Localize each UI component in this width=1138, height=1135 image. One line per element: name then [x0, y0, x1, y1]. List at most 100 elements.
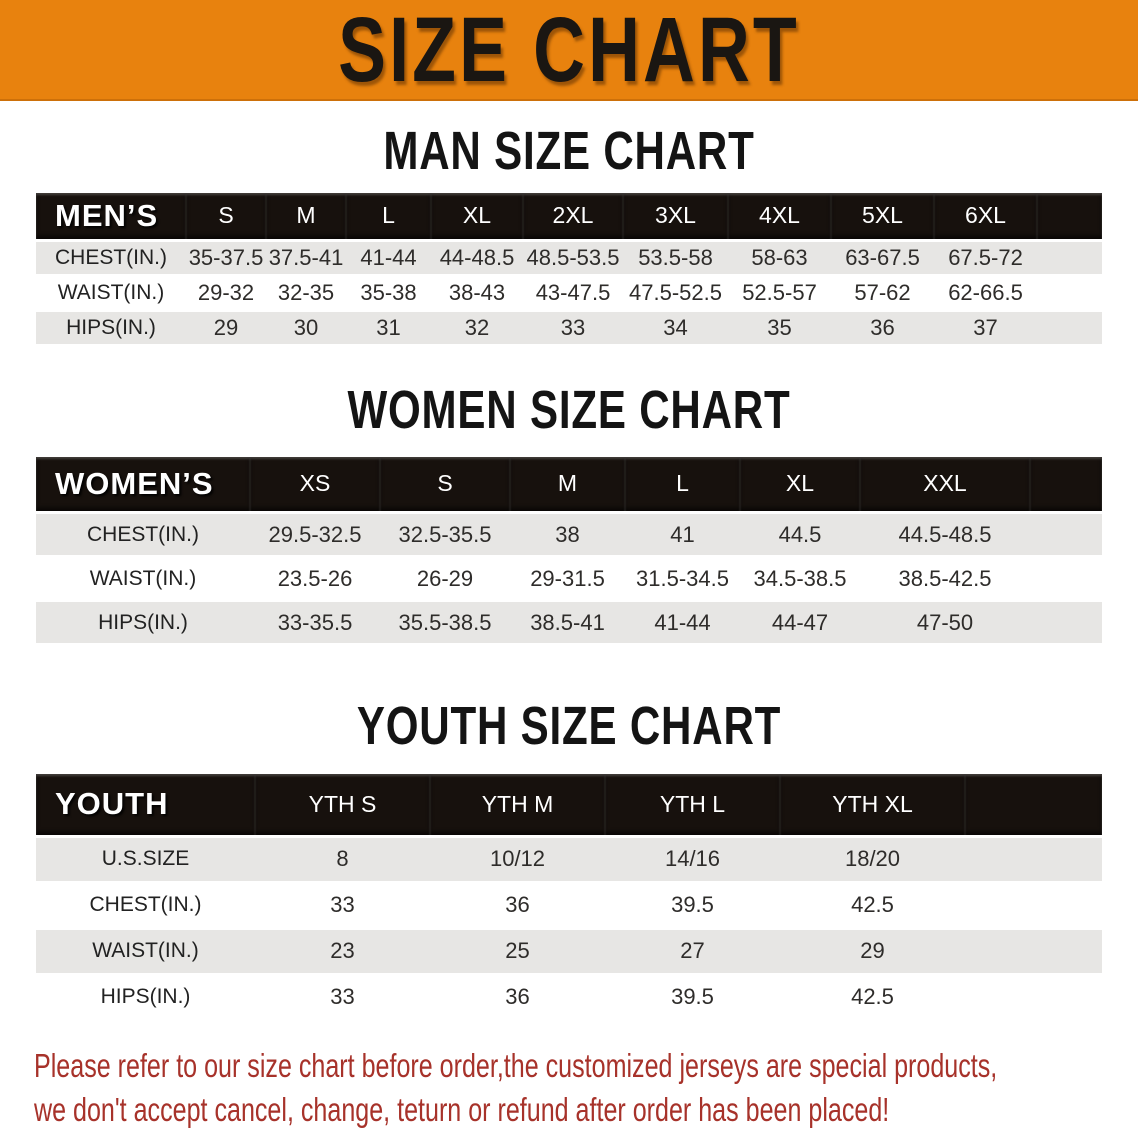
row-label: CHEST(IN.)	[36, 512, 250, 558]
column-header: XS	[250, 456, 380, 514]
table-row: HIPS(IN.) 29 30 31 32 33 34 35 36 37	[36, 310, 1102, 347]
size-value-cell: 47-50	[860, 600, 1030, 646]
size-value-cell: 44.5-48.5	[860, 512, 1030, 558]
table-row: WAIST(IN.) 29-32 32-35 35-38 38-43 43-47.5 47.…	[36, 275, 1102, 312]
chart-sections: MAN SIZE CHART MEN’S S M L XL 2XL 3XL 4XL 5XL 6XL C…	[0, 124, 1138, 1022]
size-value-cell: 44-47	[740, 600, 860, 646]
size-value-cell: 53.5-58	[623, 240, 728, 277]
column-header: YTH S	[255, 774, 430, 838]
size-value-cell: 25	[430, 928, 605, 976]
column-header: 6XL	[934, 193, 1037, 242]
size-value-cell: 32-35	[266, 275, 346, 312]
size-value-cell: 44.5	[740, 512, 860, 558]
size-value-cell: 18/20	[780, 836, 965, 884]
size-value-cell: 39.5	[605, 882, 780, 930]
size-value-cell: 58-63	[728, 240, 831, 277]
size-value-cell: 62-66.5	[934, 275, 1037, 312]
size-value-cell: 29.5-32.5	[250, 512, 380, 558]
row-label: CHEST(IN.)	[36, 882, 255, 930]
size-value-cell: 39.5	[605, 974, 780, 1022]
table-row: WAIST(IN.) 23.5-26 26-29 29-31.5 31.5-34.5 34…	[36, 556, 1102, 602]
empty-cell	[1037, 310, 1102, 347]
column-header: 5XL	[831, 193, 934, 242]
size-value-cell: 35.5-38.5	[380, 600, 510, 646]
empty-cell	[965, 928, 1102, 976]
size-value-cell: 41	[625, 512, 740, 558]
size-value-cell: 43-47.5	[523, 275, 623, 312]
size-value-cell: 57-62	[831, 275, 934, 312]
table-corner-label: WOMEN’S	[36, 456, 250, 514]
section-heading: WOMEN SIZE CHART	[347, 379, 791, 440]
size-value-cell: 29-32	[186, 275, 266, 312]
size-value-cell: 33	[523, 310, 623, 347]
row-label: HIPS(IN.)	[36, 310, 186, 347]
table-header-row: YOUTH YTH S YTH M YTH L YTH XL	[36, 774, 1102, 838]
empty-cell	[1030, 556, 1102, 602]
empty-cell	[965, 882, 1102, 930]
column-header: YTH M	[430, 774, 605, 838]
size-value-cell: 26-29	[380, 556, 510, 602]
table-row: CHEST(IN.) 33 36 39.5 42.5	[36, 882, 1102, 930]
size-value-cell: 33-35.5	[250, 600, 380, 646]
empty-cell	[965, 974, 1102, 1022]
size-value-cell: 35-38	[346, 275, 431, 312]
size-value-cell: 32	[431, 310, 523, 347]
column-header: M	[266, 193, 346, 242]
empty-cell	[1037, 240, 1102, 277]
column-header: XXL	[860, 456, 1030, 514]
policy-line-1-text: Please refer to our size chart before or…	[34, 1046, 998, 1084]
size-value-cell: 27	[605, 928, 780, 976]
size-value-cell: 44-48.5	[431, 240, 523, 277]
size-value-cell: 23.5-26	[250, 556, 380, 602]
size-value-cell: 29	[780, 928, 965, 976]
empty-cell	[1030, 600, 1102, 646]
column-header: L	[625, 456, 740, 514]
size-value-cell: 29	[186, 310, 266, 347]
size-value-cell: 8	[255, 836, 430, 884]
empty-header-cell	[1030, 456, 1102, 514]
title-banner: SIZE CHART	[0, 0, 1138, 101]
size-value-cell: 47.5-52.5	[623, 275, 728, 312]
column-header: YTH L	[605, 774, 780, 838]
size-value-cell: 30	[266, 310, 346, 347]
size-value-cell: 63-67.5	[831, 240, 934, 277]
row-label: WAIST(IN.)	[36, 275, 186, 312]
women-size-chart-table: WOMEN’S XS S M L XL XXL CHEST(IN.) 29.5-32.5 32.5…	[36, 456, 1102, 646]
table-row: HIPS(IN.) 33 36 39.5 42.5	[36, 974, 1102, 1022]
column-header: XL	[431, 193, 523, 242]
size-value-cell: 33	[255, 974, 430, 1022]
size-value-cell: 37.5-41	[266, 240, 346, 277]
size-value-cell: 38.5-41	[510, 600, 625, 646]
size-value-cell: 38-43	[431, 275, 523, 312]
size-value-cell: 31.5-34.5	[625, 556, 740, 602]
table-row: CHEST(IN.) 35-37.5 37.5-41 41-44 44-48.5 48.5…	[36, 240, 1102, 277]
size-value-cell: 32.5-35.5	[380, 512, 510, 558]
size-value-cell: 14/16	[605, 836, 780, 884]
column-header: 4XL	[728, 193, 831, 242]
empty-cell	[1037, 275, 1102, 312]
row-label: WAIST(IN.)	[36, 928, 255, 976]
column-header: XL	[740, 456, 860, 514]
empty-cell	[1030, 512, 1102, 558]
size-value-cell: 29-31.5	[510, 556, 625, 602]
size-value-cell: 10/12	[430, 836, 605, 884]
row-label: HIPS(IN.)	[36, 974, 255, 1022]
policy-line-2-text: we don't accept cancel, change, teturn o…	[34, 1090, 890, 1128]
size-value-cell: 36	[430, 974, 605, 1022]
table-corner-label: MEN’S	[36, 193, 186, 242]
size-value-cell: 23	[255, 928, 430, 976]
column-header: L	[346, 193, 431, 242]
section-heading: MAN SIZE CHART	[383, 121, 755, 181]
size-value-cell: 38.5-42.5	[860, 556, 1030, 602]
size-value-cell: 34	[623, 310, 728, 347]
table-header-row: MEN’S S M L XL 2XL 3XL 4XL 5XL 6XL	[36, 193, 1102, 242]
table-row: U.S.SIZE 8 10/12 14/16 18/20	[36, 836, 1102, 884]
size-value-cell: 31	[346, 310, 431, 347]
size-value-cell: 33	[255, 882, 430, 930]
table-corner-label: YOUTH	[36, 774, 255, 838]
size-value-cell: 38	[510, 512, 625, 558]
row-label: CHEST(IN.)	[36, 240, 186, 277]
section-man-size-chart: MAN SIZE CHART MEN’S S M L XL 2XL 3XL 4XL 5XL 6XL C…	[0, 124, 1138, 347]
size-value-cell: 41-44	[346, 240, 431, 277]
